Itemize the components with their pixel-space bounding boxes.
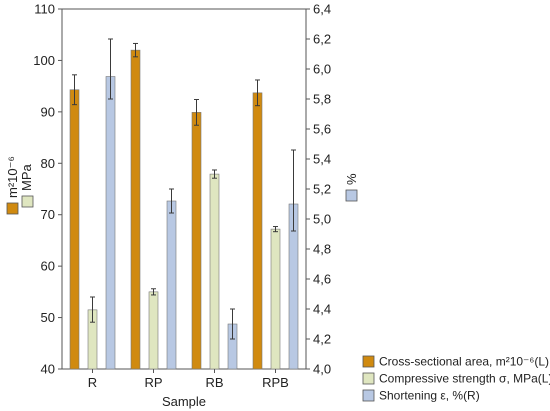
right-tick-label: 4,4 (313, 302, 331, 317)
left-axis-unit-area: m²10⁻⁶ (5, 156, 20, 198)
right-tick-label: 5,8 (313, 92, 331, 107)
left-tick-label: 60 (41, 259, 55, 274)
bar (270, 228, 281, 370)
error-bars (72, 38, 296, 340)
left-axis-unit-strength: MPa (19, 164, 34, 192)
x-tick-label: RP (144, 375, 162, 390)
left-tick-label: 80 (41, 156, 55, 171)
right-tick-label: 5,6 (313, 122, 331, 137)
x-axis-title: Sample (162, 394, 206, 409)
left-axis-swatch-strength (21, 195, 34, 208)
bar (130, 49, 141, 370)
right-tick-label: 6,2 (313, 32, 331, 47)
legend: Cross-sectional area, m²10⁻⁶(L) Compressi… (362, 355, 550, 403)
bar (69, 89, 80, 370)
right-tick-label: 6,4 (313, 2, 331, 17)
x-tick-label: RPB (262, 375, 289, 390)
right-axis-swatch-shortening (345, 189, 358, 202)
right-tick-label: 4,8 (313, 242, 331, 257)
axes-ticks: 40 50 60 70 80 90 100 110 4,0 4,2 4,4 4,6 4,8 5,0 5,2 5… (33, 2, 331, 377)
legend-swatch (362, 372, 375, 385)
bar (105, 76, 116, 370)
right-tick-label: 6,0 (313, 62, 331, 77)
x-tick-labels: R RP RB RPB (88, 369, 289, 390)
legend-swatch (362, 355, 375, 368)
right-tick-label: 4,0 (313, 362, 331, 377)
bar (252, 92, 263, 370)
left-tick-label: 110 (34, 2, 55, 17)
bar (209, 173, 220, 370)
legend-label: Cross-sectional area, m²10⁻⁶(L) (379, 355, 549, 369)
right-tick-label: 5,2 (313, 182, 331, 197)
left-tick-label: 50 (41, 310, 55, 325)
left-axis-swatch-area (6, 202, 19, 215)
left-tick-label: 90 (41, 104, 55, 119)
right-axis-unit: % (344, 173, 359, 185)
legend-swatch (362, 389, 375, 402)
left-tick-label: 40 (41, 362, 55, 377)
left-axis-title: m²10⁻⁶ MPa (5, 156, 34, 215)
bar (191, 112, 202, 370)
left-tick-label: 70 (41, 207, 55, 222)
right-tick-label: 5,4 (313, 152, 331, 167)
plot-area (61, 8, 307, 370)
bar (148, 291, 159, 370)
right-axis-title: % (344, 173, 359, 202)
x-tick-label: RB (205, 375, 223, 390)
bar (166, 200, 177, 370)
legend-label: Compressive strength σ, MPa(L) (379, 372, 550, 386)
x-tick-label: R (88, 375, 97, 390)
left-tick-label: 100 (33, 53, 55, 68)
right-tick-label: 4,6 (313, 272, 331, 287)
legend-label: Shortening ε, %(R) (379, 389, 480, 403)
right-tick-label: 4,2 (313, 332, 331, 347)
right-tick-label: 5,0 (313, 212, 331, 227)
